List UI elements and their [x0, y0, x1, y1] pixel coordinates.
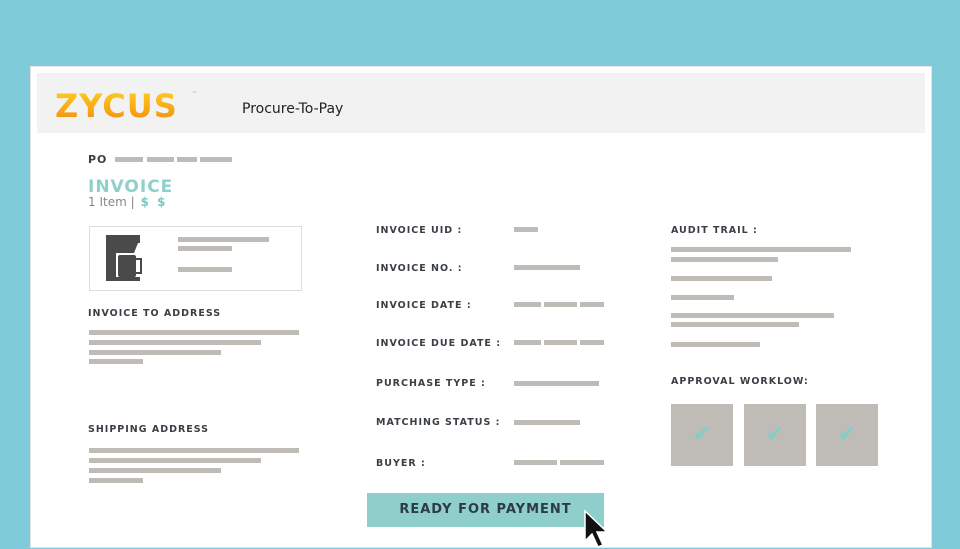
field-buyer: BUYER :: [376, 458, 426, 469]
ready-for-payment-button[interactable]: READY FOR PAYMENT: [367, 493, 604, 527]
shipping-address-label: SHIPPING ADDRESS: [88, 424, 210, 435]
field-purchase-type: PURCHASE TYPE :: [376, 378, 486, 389]
invoice-title: INVOICE: [88, 177, 174, 197]
field-matching-status: MATCHING STATUS :: [376, 417, 501, 428]
approval-workflow-label: APPROVAL WORKLOW:: [671, 376, 809, 387]
field-invoice-date: INVOICE DATE :: [376, 300, 472, 311]
separator: |: [130, 195, 135, 209]
mouse-cursor-icon: [584, 509, 609, 548]
item-count: 1 Item: [88, 195, 127, 209]
zycus-logo: ZYCUS: [55, 87, 178, 125]
trademark: ™: [192, 91, 197, 97]
approval-step-check-icon: ✔: [816, 404, 878, 466]
audit-trail-label: AUDIT TRAIL :: [671, 225, 758, 236]
field-invoice-uid: INVOICE UID :: [376, 225, 463, 236]
field-invoice-due-date: INVOICE DUE DATE :: [376, 338, 502, 349]
app-window: ZYCUS ™ Procure-To-Pay PO INVOICE 1 Item…: [30, 66, 932, 548]
invoice-amount: $ $: [140, 195, 168, 209]
invoice-to-address-label: INVOICE TO ADDRESS: [88, 308, 222, 319]
product-card[interactable]: [89, 226, 302, 291]
approval-step-check-icon: ✔: [744, 404, 806, 466]
app-title: Procure-To-Pay: [242, 101, 344, 117]
field-invoice-no: INVOICE NO. :: [376, 263, 463, 274]
app-header: ZYCUS ™ Procure-To-Pay: [37, 73, 925, 133]
coffee-maker-icon: [106, 235, 142, 281]
po-label: PO: [88, 153, 108, 166]
invoice-summary: 1 Item | $ $: [88, 195, 168, 209]
approval-step-check-icon: ✔: [671, 404, 733, 466]
